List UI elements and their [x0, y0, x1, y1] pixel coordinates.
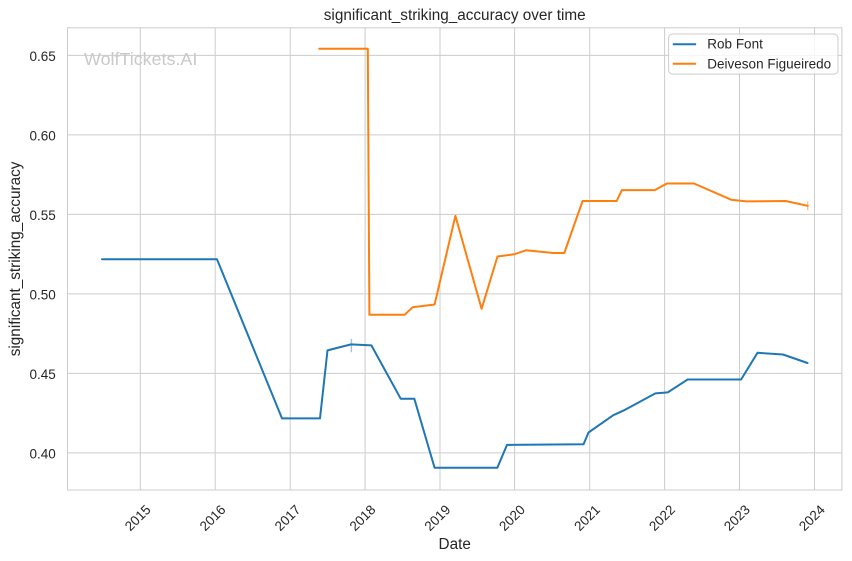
svg-text:0.65: 0.65 — [30, 49, 56, 64]
svg-text:Deiveson Figueiredo: Deiveson Figueiredo — [707, 56, 831, 71]
svg-text:0.45: 0.45 — [30, 367, 56, 382]
svg-text:0.50: 0.50 — [30, 287, 56, 302]
svg-text:significant_striking_accuracy: significant_striking_accuracy over time — [324, 7, 586, 24]
svg-text:significant_striking_accuracy: significant_striking_accuracy — [7, 161, 24, 356]
svg-text:0.60: 0.60 — [30, 128, 56, 143]
svg-text:Date: Date — [439, 536, 471, 553]
svg-text:WolfTickets.AI: WolfTickets.AI — [84, 49, 197, 69]
svg-text:Rob Font: Rob Font — [707, 37, 763, 52]
svg-text:0.55: 0.55 — [30, 208, 56, 223]
svg-text:0.40: 0.40 — [30, 446, 56, 461]
